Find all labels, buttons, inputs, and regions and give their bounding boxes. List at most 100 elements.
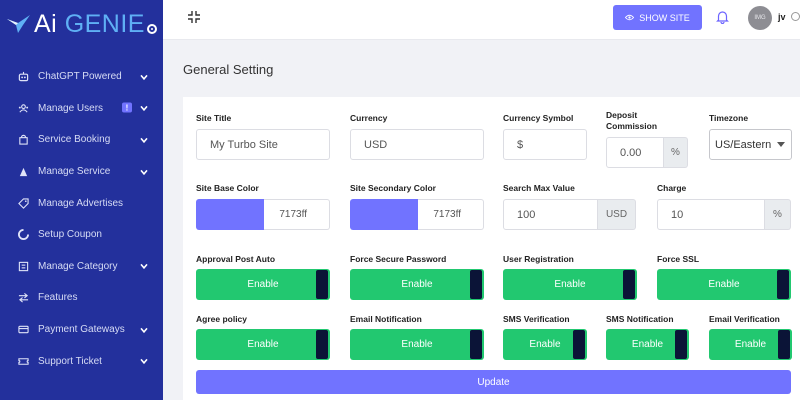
toggle-state-label: Enable: [247, 279, 279, 290]
toggle-knob: [573, 330, 585, 359]
toggle-knob: [675, 330, 687, 359]
sms-notification-label: SMS Notification: [606, 314, 674, 324]
page-title: General Setting: [183, 62, 274, 77]
user-name[interactable]: jv: [778, 12, 786, 22]
sidebar-item-features[interactable]: Features: [0, 282, 163, 314]
deposit-commission-label-line2: Commission: [606, 121, 658, 131]
caret-down-icon: [777, 142, 785, 147]
sidebar-item-manage-service[interactable]: Manage Service: [0, 156, 163, 188]
sidebar-item-manage-advertises[interactable]: Manage Advertises: [0, 187, 163, 219]
charge-input[interactable]: 10: [657, 199, 765, 230]
toggle-state-label: Enable: [631, 339, 664, 350]
show-site-button[interactable]: SHOW SITE: [613, 5, 702, 30]
toggle-state-label: Enable: [529, 339, 561, 350]
toggle-knob: [778, 330, 790, 359]
toggle-state-label: Enable: [708, 279, 740, 290]
toggle-state-label: Enable: [247, 339, 279, 350]
sidebar-item-manage-users[interactable]: Manage Users !: [0, 93, 163, 125]
deposit-commission-label: Deposit Commission: [606, 110, 657, 132]
timezone-select[interactable]: US/Eastern: [709, 129, 792, 160]
sidebar-item-service-booking[interactable]: Service Booking: [0, 124, 163, 156]
show-site-label: SHOW SITE: [639, 12, 690, 23]
brand-logo[interactable]: Ai GENIE: [6, 6, 157, 42]
collapse-icon[interactable]: [187, 10, 201, 24]
sms-notification-toggle[interactable]: Enable: [606, 329, 689, 360]
robot-icon: [17, 71, 29, 83]
search-max-value-label: Search Max Value: [503, 183, 575, 193]
toggle-state-label: Enable: [401, 339, 433, 350]
card-icon: [17, 324, 29, 336]
sidebar-item-label: Manage Category: [38, 260, 118, 272]
user-registration-toggle[interactable]: Enable: [503, 269, 637, 300]
sidebar-item-chatgpt[interactable]: ChatGPT Powered: [0, 61, 163, 93]
agree-policy-label: Agree policy: [196, 314, 248, 324]
service-icon: [17, 166, 29, 178]
swap-icon: [17, 292, 29, 304]
timezone-label: Timezone: [709, 113, 749, 123]
user-menu-chevron-icon[interactable]: [791, 12, 800, 21]
toggle-knob: [470, 330, 482, 359]
chevron-down-icon: [140, 105, 148, 114]
topbar: SHOW SITE IMG jv: [163, 0, 800, 40]
brand-name-prefix: Ai: [34, 9, 58, 38]
bag-icon: [17, 134, 29, 146]
currency-label: Currency: [350, 113, 388, 123]
sidebar-item-label: Support Ticket: [38, 355, 102, 367]
site-title-input[interactable]: My Turbo Site: [196, 129, 330, 160]
usd-addon: USD: [598, 199, 636, 230]
force-secure-password-toggle[interactable]: Enable: [350, 269, 484, 300]
force-secure-password-label: Force Secure Password: [350, 254, 447, 264]
site-base-color-label: Site Base Color: [196, 183, 259, 193]
charge-label: Charge: [657, 183, 687, 193]
deposit-commission-input[interactable]: 0.00: [606, 137, 664, 168]
sidebar-item-payment-gateways[interactable]: Payment Gateways: [0, 314, 163, 346]
ticket-icon: [17, 355, 29, 367]
bell-icon[interactable]: [716, 10, 729, 24]
sidebar-item-label: Manage Users: [38, 102, 104, 114]
sidebar-item-label: Service Booking: [38, 134, 111, 146]
toggle-state-label: Enable: [734, 339, 767, 350]
force-ssl-toggle[interactable]: Enable: [657, 269, 791, 300]
users-icon: [17, 102, 29, 114]
approval-post-auto-toggle[interactable]: Enable: [196, 269, 330, 300]
currency-input[interactable]: USD: [350, 129, 484, 160]
avatar[interactable]: IMG: [748, 6, 772, 30]
email-verification-toggle[interactable]: Enable: [709, 329, 792, 360]
percent-addon: %: [664, 137, 688, 168]
toggle-state-label: Enable: [401, 279, 433, 290]
toggle-knob: [470, 270, 482, 299]
sidebar-item-label: ChatGPT Powered: [38, 71, 122, 83]
brand-name: Ai GENIE: [34, 10, 145, 39]
toggle-state-label: Enable: [554, 279, 586, 290]
user-registration-label: User Registration: [503, 254, 574, 264]
toggle-knob: [777, 270, 789, 299]
agree-policy-toggle[interactable]: Enable: [196, 329, 330, 360]
site-secondary-color-input[interactable]: 7173ff: [418, 199, 484, 230]
site-base-color-input[interactable]: 7173ff: [264, 199, 330, 230]
site-base-color-swatch[interactable]: [196, 199, 264, 230]
chevron-down-icon: [140, 73, 148, 82]
sidebar-item-label: Manage Service: [38, 166, 111, 178]
email-verification-label: Email Verification: [709, 314, 780, 324]
site-secondary-color-swatch[interactable]: [350, 199, 418, 230]
chevron-down-icon: [140, 136, 148, 145]
sidebar-item-setup-coupon[interactable]: Setup Coupon: [0, 219, 163, 251]
force-ssl-label: Force SSL: [657, 254, 700, 264]
site-secondary-color-label: Site Secondary Color: [350, 183, 436, 193]
sidebar-item-label: Features: [38, 292, 78, 304]
currency-symbol-input[interactable]: $: [503, 129, 587, 160]
timezone-selected-value: US/Eastern: [715, 138, 772, 151]
sidebar-item-label: Manage Advertises: [38, 197, 124, 209]
category-icon: [17, 260, 29, 272]
sidebar-item-support-ticket[interactable]: Support Ticket: [0, 345, 163, 377]
email-notification-toggle[interactable]: Enable: [350, 329, 484, 360]
sidebar-item-manage-category[interactable]: Manage Category: [0, 251, 163, 283]
sidebar-item-label: Setup Coupon: [38, 229, 102, 241]
eye-icon: [625, 14, 635, 21]
search-max-value-input[interactable]: 100: [503, 199, 598, 230]
tag-icon: [17, 197, 29, 209]
bird-logo-icon: [7, 15, 30, 33]
update-button[interactable]: Update: [196, 370, 791, 394]
sms-verification-toggle[interactable]: Enable: [503, 329, 587, 360]
sidebar: Ai GENIE ChatGPT Powered Manage Users ! …: [0, 0, 163, 400]
